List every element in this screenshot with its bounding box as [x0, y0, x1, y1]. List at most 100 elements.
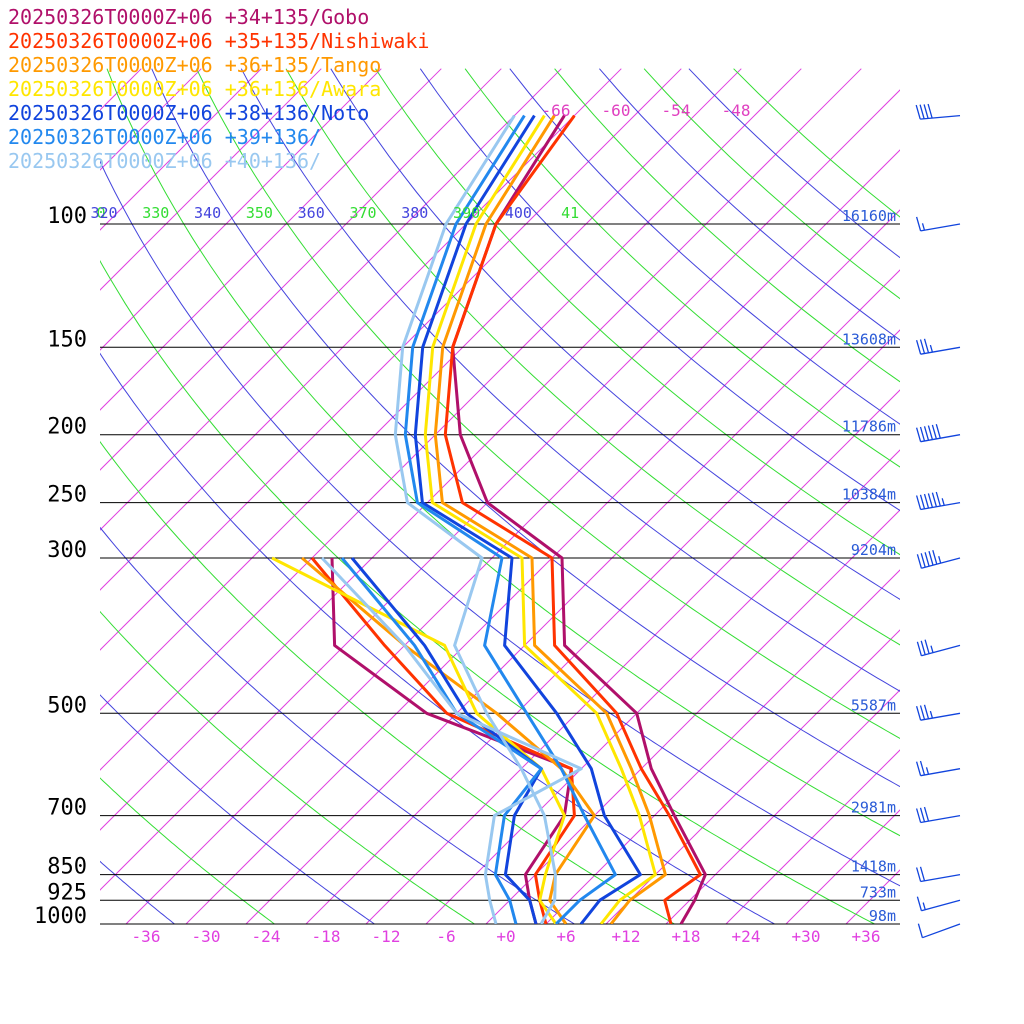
dry-adiabat-line	[106, 68, 900, 837]
legend-entry: 20250326T0000Z+06 +36+135/Tango	[8, 53, 381, 77]
wind-barb-flag	[923, 104, 929, 119]
wind-barb-flag	[915, 761, 922, 776]
legend-entry: 20250326T0000Z+06 +39+136/	[8, 125, 321, 149]
temperature-tick-label: -36	[132, 927, 161, 946]
temperature-tick-label: +12	[612, 927, 641, 946]
wind-barbs	[915, 103, 961, 939]
wind-barb-flag	[938, 556, 942, 564]
wind-barb-flag	[915, 104, 921, 120]
wind-barb-flag	[919, 426, 926, 442]
height-label: 98m	[869, 907, 896, 925]
theta-label: 330	[142, 204, 169, 222]
wind-barb-flag	[923, 338, 930, 353]
temperature-tick-label: -18	[312, 927, 341, 946]
theta-label: 400	[505, 204, 532, 222]
wind-barb-flag	[919, 705, 926, 720]
dry-adiabat-line	[196, 68, 900, 740]
wind-barb-flag	[915, 808, 922, 823]
theta-label: 360	[298, 204, 325, 222]
dewpoint-line	[271, 556, 566, 924]
isotherm-line	[365, 389, 900, 924]
wind-barb-flag	[919, 807, 926, 822]
legend: 20250326T0000Z+06 +34+135/Gobo20250326T0…	[8, 5, 429, 173]
temperature-tick-label: +6	[556, 927, 575, 946]
height-label: 2981m	[851, 799, 896, 817]
pressure-tick-label: 250	[47, 483, 87, 508]
temperature-tick-label: -30	[192, 927, 221, 946]
isotherm-line	[0, 69, 21, 953]
temperature-tick-label: -12	[372, 927, 401, 946]
height-label: 16160m	[842, 207, 896, 225]
wind-barb	[920, 814, 961, 824]
temperature-tick-label: +24	[732, 927, 761, 946]
wind-barb	[920, 223, 961, 232]
wind-barb-flag	[924, 552, 930, 567]
dry-adiabat-line	[375, 68, 900, 556]
wind-barb-flag	[915, 427, 922, 442]
pressure-tick-label: 500	[47, 693, 87, 718]
isotherm-line	[100, 68, 262, 231]
isotherm-line	[305, 329, 900, 924]
legend-entry: 20250326T0000Z+06 +40+136/	[8, 149, 321, 173]
theta-label: 350	[246, 204, 273, 222]
pressure-tick-label: 700	[47, 796, 87, 821]
wind-barb-flag	[923, 806, 930, 822]
legend-entry: 20250326T0000Z+06 +36+136/Awara	[8, 77, 381, 101]
wind-barb-flag	[925, 767, 930, 775]
wind-barb-flag	[931, 424, 938, 440]
isotherm-line	[785, 809, 900, 924]
height-label: 10384m	[842, 486, 896, 504]
wind-barb-flag	[920, 640, 926, 655]
theta-label: 0	[96, 204, 105, 222]
wind-barb	[920, 114, 961, 120]
temperature-tick-label: +30	[792, 927, 821, 946]
wind-barb-flag	[932, 550, 938, 565]
height-label: 5587m	[851, 696, 896, 714]
wind-barb-flag	[920, 553, 926, 568]
dry-adiabat-line	[285, 68, 900, 646]
wind-barb-flag	[930, 645, 934, 653]
wind-barb	[920, 768, 961, 777]
isotherm-line	[100, 68, 382, 351]
dry-adiabat-line	[100, 860, 176, 924]
theta-label: 320	[90, 204, 117, 222]
theta-label: 390	[453, 204, 480, 222]
wind-barb-flag	[915, 340, 922, 355]
isotherm-line	[100, 68, 202, 171]
isotherm-line	[100, 68, 802, 771]
dewpoint-line	[330, 557, 573, 924]
wind-barb-flag	[941, 498, 945, 506]
wind-barb-flag	[917, 923, 924, 938]
temperature-line	[433, 114, 667, 924]
wind-barb-flag	[921, 223, 926, 231]
isotherm-line	[665, 689, 900, 924]
isotherm-top-label: -66	[542, 101, 571, 120]
wind-barb-flag	[935, 491, 941, 507]
wind-barb-flag	[927, 425, 934, 440]
wind-barb-flag	[919, 339, 926, 354]
wind-barb-flag	[922, 902, 926, 910]
temperature-tick-label: +0	[496, 927, 515, 946]
pressure-tick-label: 200	[47, 415, 87, 440]
temperature-tick-label: -6	[436, 927, 455, 946]
wind-barb-flag	[927, 103, 933, 119]
wind-barb-flag	[916, 554, 923, 569]
dry-adiabat-line	[100, 440, 676, 924]
isotherm-line	[245, 269, 900, 924]
series-lines	[271, 114, 707, 924]
wind-barb-flag	[915, 495, 922, 510]
temperature-tick-label: -24	[252, 927, 281, 946]
dewpoint-line	[301, 556, 596, 924]
theta-label: 370	[349, 204, 376, 222]
axis-labels: 100 16160m 150 13608m 200 11786m 250 10384m 300 9…	[34, 101, 896, 946]
isotherm-line	[425, 449, 900, 924]
wind-barb-flag	[919, 760, 926, 776]
isotherm-line	[100, 68, 322, 291]
wind-barb	[922, 923, 961, 939]
isotherm-line	[185, 209, 900, 924]
wind-barb-flag	[919, 866, 926, 881]
height-label: 13608m	[842, 330, 896, 348]
wind-barb-flag	[935, 424, 941, 439]
dry-adiabat-line	[330, 68, 900, 600]
wind-barb	[920, 712, 961, 721]
